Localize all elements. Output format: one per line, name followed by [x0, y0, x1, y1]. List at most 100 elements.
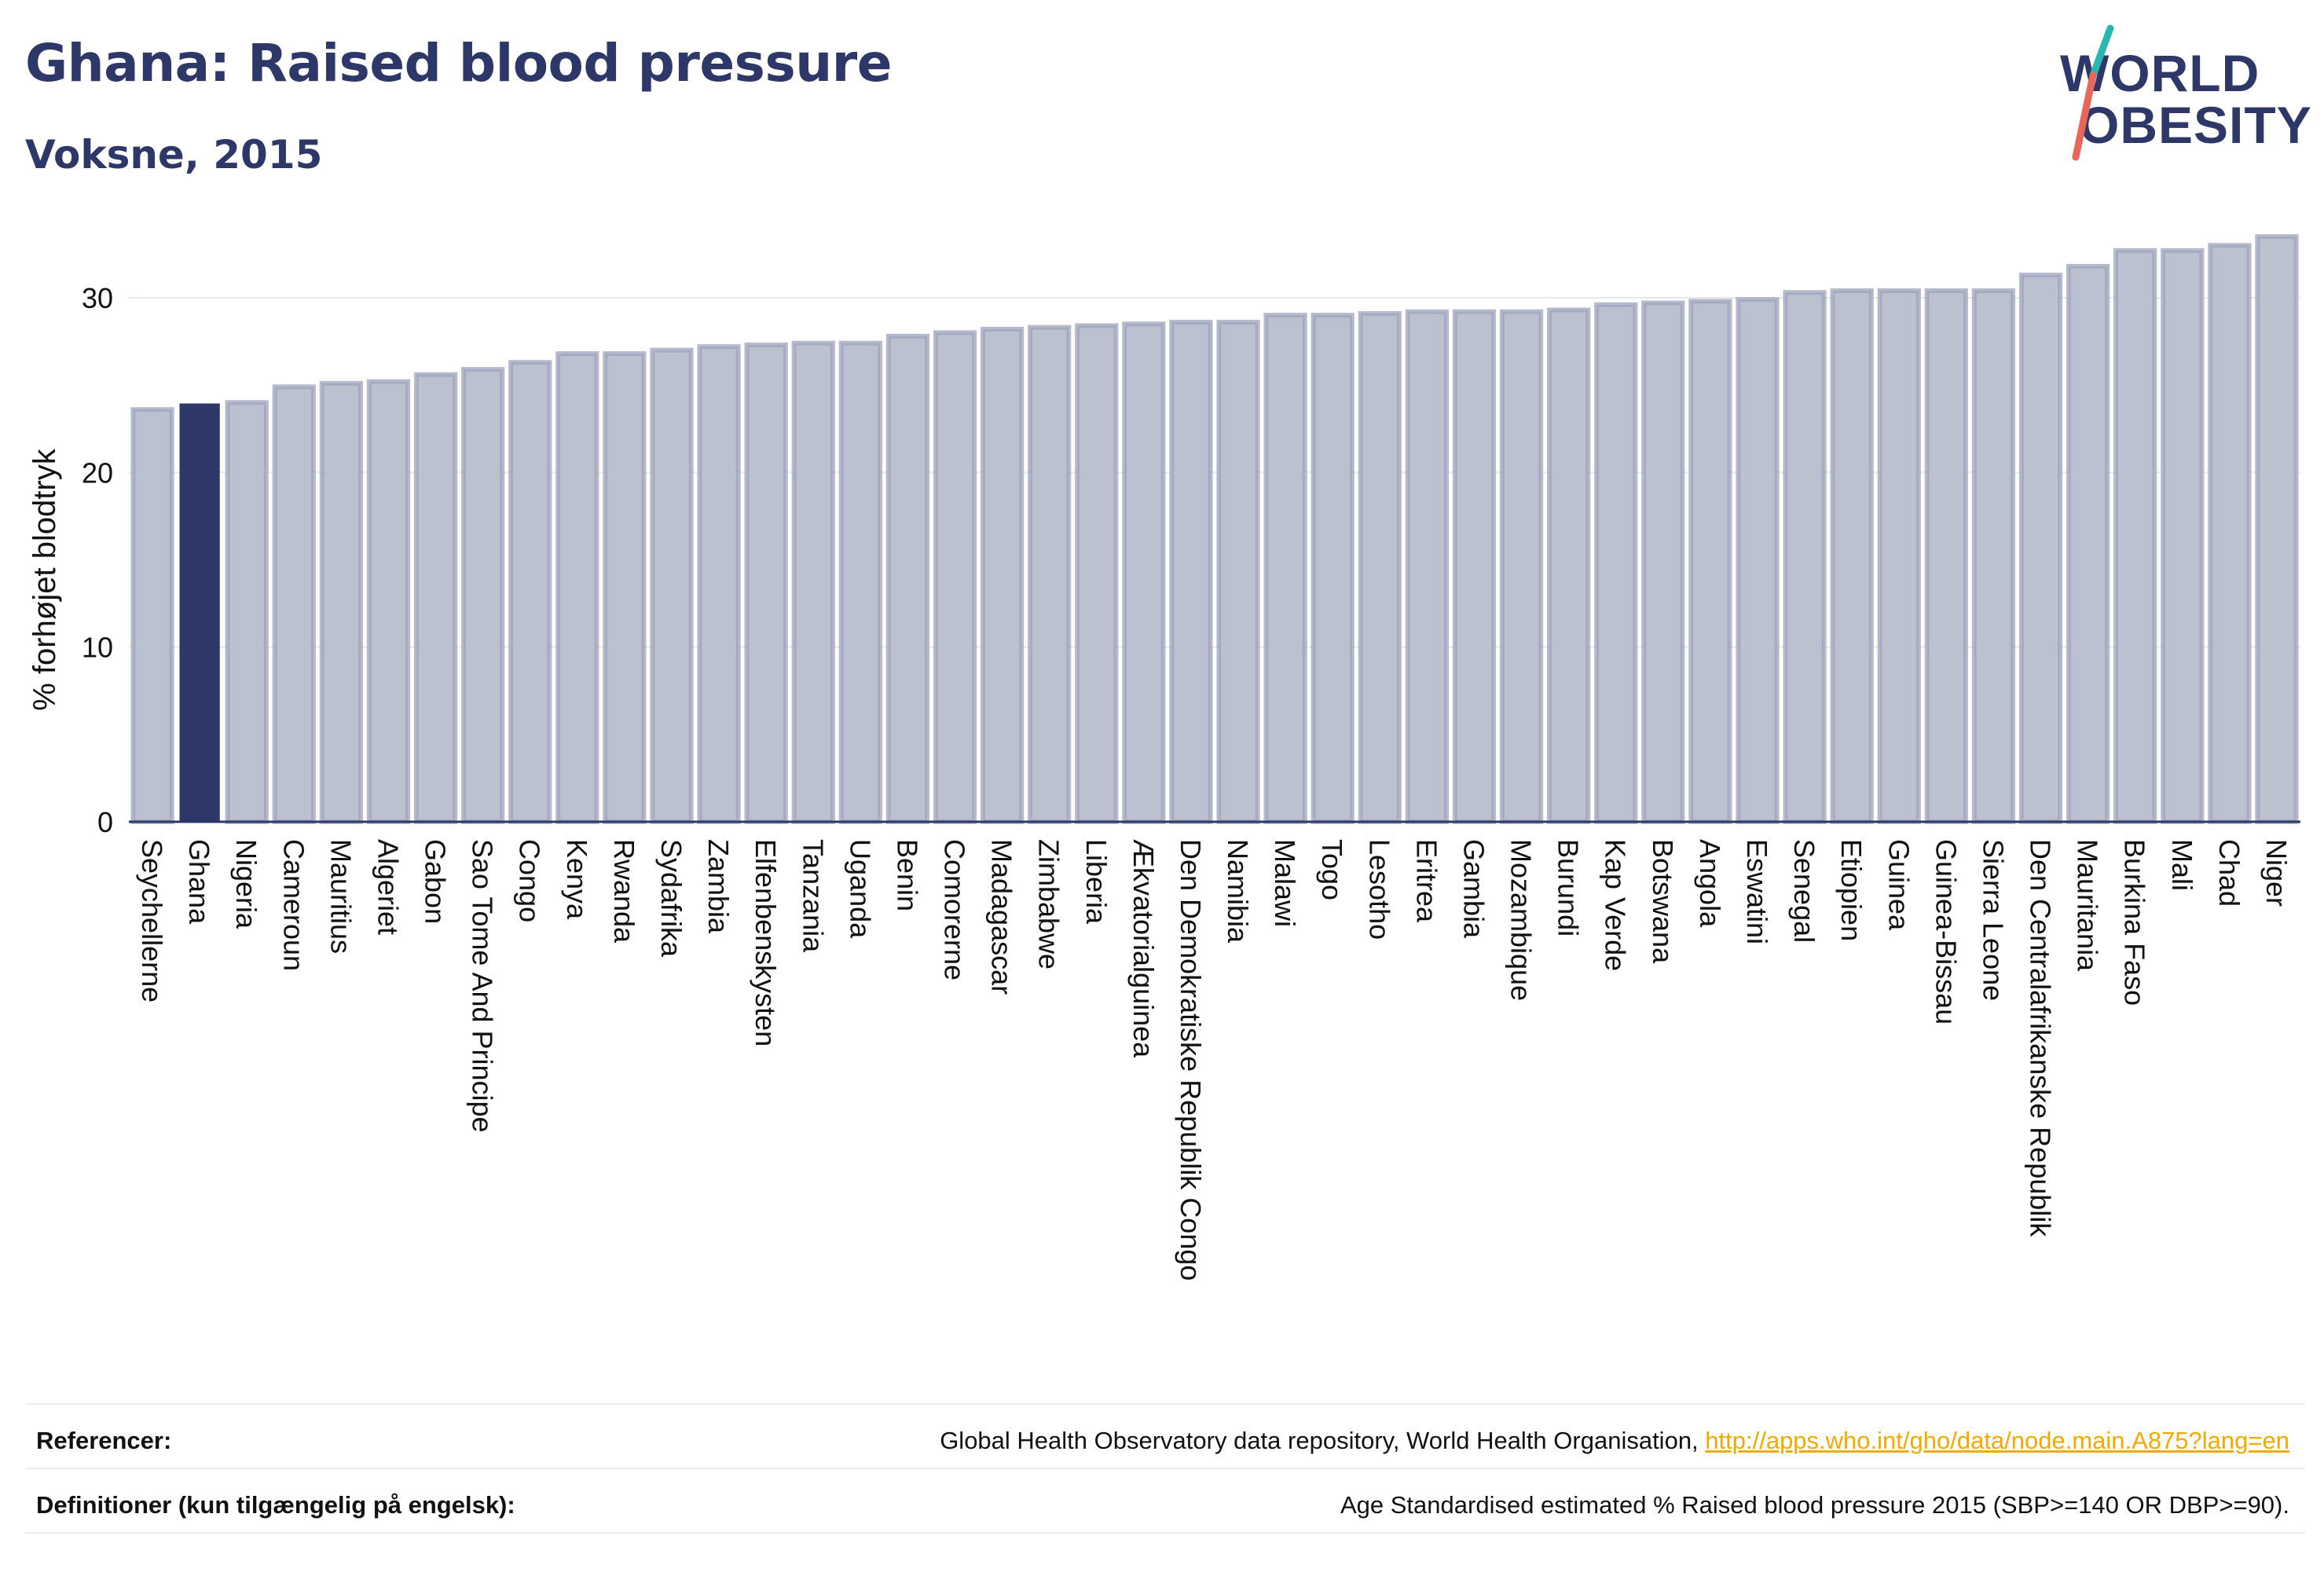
x-tick-label: Guinea-Bissau [1930, 839, 1962, 1024]
bar-25 [1310, 313, 1354, 825]
definitions-label: Definitioner (kun tilgængelig på engelsk… [36, 1491, 515, 1519]
x-tick-label: Madagascar [986, 839, 1018, 995]
x-tick-label: Eswatini [1741, 839, 1773, 944]
x-tick-label: Den Demokratiske Republik Congo [1175, 839, 1207, 1281]
bar-3 [272, 384, 316, 824]
x-tick-label: Sierra Leone [1977, 839, 2009, 1001]
x-tick-label: Eritrea [1410, 839, 1442, 923]
bar-34 [1736, 297, 1780, 824]
x-tick-label: Uganda [844, 839, 876, 939]
bar-24 [1263, 313, 1307, 825]
x-tick-label: Togo [1316, 839, 1348, 900]
bar-8 [508, 360, 552, 824]
bar-43 [2161, 247, 2205, 824]
x-tick-label: Gambia [1457, 839, 1490, 939]
y-tick-label: 20 [82, 456, 113, 489]
x-tick-label: Rwanda [608, 839, 640, 944]
bar-33 [1688, 299, 1732, 824]
x-tick-label: Namibia [1222, 839, 1254, 944]
world-obesity-logo: WORLD OBESITY [2043, 24, 2312, 165]
bar-31 [1594, 302, 1638, 825]
bar-14 [791, 340, 835, 824]
chart-title: Ghana: Raised blood pressure [25, 33, 893, 93]
x-tick-label: Tanzania [797, 839, 829, 953]
definitions-text: Age Standardised estimated % Raised bloo… [1340, 1491, 2289, 1519]
x-tick-label: Seychellerne [136, 839, 168, 1002]
y-tick-label: 0 [97, 806, 113, 838]
x-tick-label: Lesotho [1363, 839, 1395, 940]
bar-12 [697, 344, 741, 824]
bar-23 [1216, 320, 1260, 824]
x-tick-label: Elfenbenskysten [750, 839, 782, 1046]
bar-5 [366, 379, 411, 824]
bar-28 [1452, 309, 1497, 824]
bar-20 [1075, 323, 1119, 824]
x-tick-label: Etiopien [1835, 839, 1868, 941]
x-tick-label: Burkina Faso [2119, 839, 2151, 1006]
x-tick-label: Chad [2213, 839, 2245, 907]
references-label: Referencer: [36, 1427, 172, 1454]
x-tick-label: Mauritania [2072, 839, 2104, 972]
x-tick-label: Den Centralafrikanske Republik [2025, 839, 2057, 1237]
bar-17 [933, 330, 977, 825]
x-tick-label: Cameroun [277, 839, 310, 971]
bar-15 [838, 340, 882, 824]
bar-39 [1971, 288, 2016, 824]
x-tick-label: Mali [2166, 839, 2198, 891]
x-tick-label: Mauritius [324, 839, 357, 954]
bar-30 [1547, 307, 1591, 825]
x-tick-label: Senegal [1788, 839, 1820, 943]
bar-37 [1877, 288, 1921, 824]
x-tick-label: Gabon [420, 839, 452, 924]
x-tick-label: Ækvatorialguinea [1127, 839, 1160, 1058]
x-tick-label: Liberia [1080, 839, 1113, 925]
bar-2 [225, 400, 269, 824]
x-tick-label: Sydafrika [655, 839, 687, 958]
bar-1 [179, 403, 220, 823]
footer-divider [25, 1468, 2305, 1469]
x-tick-label: Malawi [1269, 839, 1301, 927]
bar-13 [744, 342, 788, 825]
bar-40 [2018, 273, 2063, 825]
bar-32 [1641, 300, 1685, 824]
footer-divider [25, 1403, 2305, 1405]
x-tick-label: Niger [2260, 839, 2293, 907]
x-tick-label: Benin [891, 839, 923, 911]
bar-36 [1830, 288, 1874, 824]
references-value: Global Health Observatory data repositor… [940, 1427, 2289, 1455]
logo-slash-icon [2072, 24, 2114, 161]
bar-11 [650, 347, 694, 825]
bar-35 [1783, 290, 1827, 825]
bar-29 [1499, 309, 1544, 824]
references-text: Global Health Observatory data repositor… [940, 1427, 1706, 1454]
x-tick-label: Zimbabwe [1033, 839, 1065, 969]
x-tick-label: Sao Tome And Principe [467, 839, 499, 1133]
bar-41 [2066, 263, 2110, 824]
bar-27 [1405, 309, 1450, 824]
x-tick-label: Comorerne [939, 839, 971, 980]
x-tick-label: Algeriet [372, 839, 404, 935]
bar-45 [2255, 234, 2299, 824]
bar-44 [2208, 243, 2252, 824]
x-tick-label: Botswana [1647, 839, 1679, 964]
bar-chart: 0 10 20 30 % forhøjet blodtryk Seychellerne Gh… [27, 234, 2300, 1281]
bar-22 [1169, 320, 1213, 824]
x-tick-label: Congo [514, 839, 546, 922]
x-tick-label: Ghana [183, 839, 215, 925]
x-tick-label: Nigeria [230, 839, 262, 929]
bar-7 [461, 367, 505, 824]
footer-divider [25, 1532, 2305, 1534]
bar-10 [603, 351, 647, 824]
bar-19 [1028, 324, 1072, 825]
bar-21 [1122, 321, 1166, 824]
bar-26 [1358, 310, 1402, 824]
bar-4 [319, 380, 364, 824]
y-tick-label: 30 [82, 282, 113, 314]
bar-18 [980, 326, 1025, 824]
y-axis-title: % forhøjet blodtryk [27, 448, 62, 710]
x-tick-label: Mozambique [1505, 839, 1538, 1001]
x-tick-label: Kap Verde [1600, 839, 1632, 971]
logo-line2: OBESITY [2079, 96, 2312, 154]
references-link[interactable]: http://apps.who.int/gho/data/node.main.A… [1705, 1427, 2289, 1454]
bar-38 [1924, 288, 1968, 824]
